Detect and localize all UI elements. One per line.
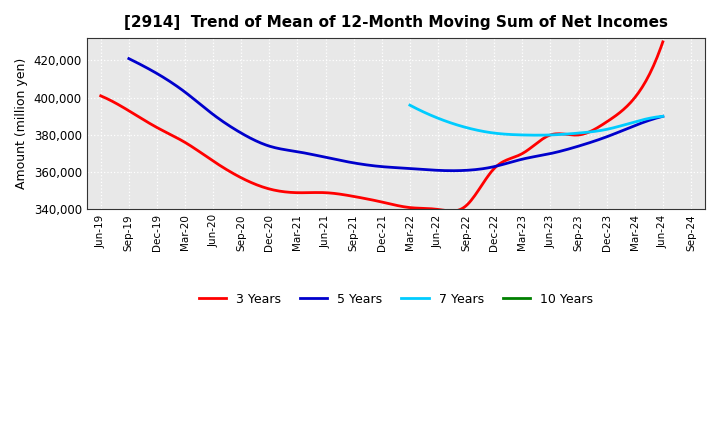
- Y-axis label: Amount (million yen): Amount (million yen): [15, 58, 28, 189]
- Legend: 3 Years, 5 Years, 7 Years, 10 Years: 3 Years, 5 Years, 7 Years, 10 Years: [194, 288, 598, 311]
- Title: [2914]  Trend of Mean of 12-Month Moving Sum of Net Incomes: [2914] Trend of Mean of 12-Month Moving …: [124, 15, 668, 30]
